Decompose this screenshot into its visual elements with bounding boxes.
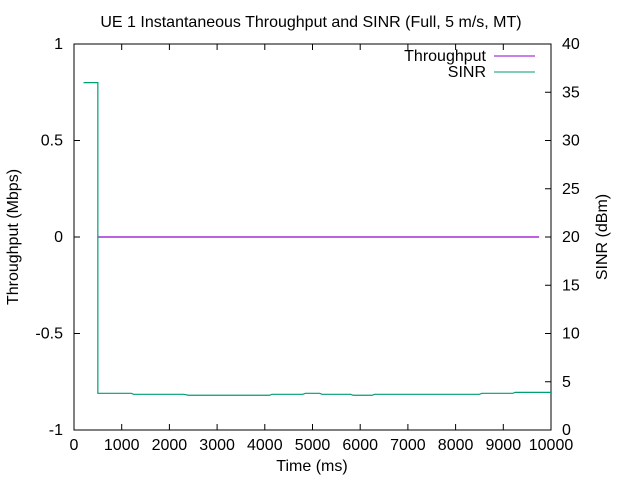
x-axis: 0 1000 2000 3000 4000 5000 6000 7000 8000 9000 100… [70,44,574,454]
x-tick-label: 6000 [342,437,378,454]
y2-tick-label: 0 [562,422,571,439]
y2-tick-label: 20 [562,229,580,246]
y2-axis-label: SINR (dBm) [594,194,611,280]
x-tick-label: 9000 [486,437,522,454]
x-tick-label: 4000 [247,437,283,454]
y2-tick-label: 40 [562,36,580,53]
y-tick-label: 0.5 [41,133,63,150]
y2-tick-label: 30 [562,133,580,150]
y2-tick-label: 10 [562,326,580,343]
x-tick-label: 2000 [152,437,188,454]
y-axis-left: -1 -0.5 0 0.5 1 [35,36,80,439]
series-line-sinr [83,81,551,396]
y-tick-label: 0 [54,229,63,246]
y2-tick-label: 35 [562,84,580,101]
x-tick-label: 10000 [529,437,574,454]
x-tick-label: 8000 [438,437,474,454]
y-axis-right: 0 5 10 15 20 25 30 35 40 [545,36,580,439]
y2-tick-label: 15 [562,277,580,294]
series-layer [83,81,551,396]
legend-label-sinr: SINR [448,64,486,81]
x-tick-label: 1000 [104,437,140,454]
x-tick-label: 7000 [390,437,426,454]
y2-tick-label: 25 [562,181,580,198]
x-tick-label: 0 [70,437,79,454]
x-tick-label: 5000 [295,437,331,454]
legend-label-throughput: Throughput [404,48,486,65]
y2-tick-label: 5 [562,374,571,391]
y-tick-label: -1 [49,422,63,439]
y-axis-label: Throughput (Mbps) [5,169,22,305]
y-tick-label: 1 [54,36,63,53]
chart-title: UE 1 Instantaneous Throughput and SINR (… [100,14,521,31]
x-axis-label: Time (ms) [276,458,347,475]
x-tick-label: 3000 [199,437,235,454]
legend: Throughput SINR [404,48,535,81]
y-tick-label: -0.5 [35,326,63,343]
